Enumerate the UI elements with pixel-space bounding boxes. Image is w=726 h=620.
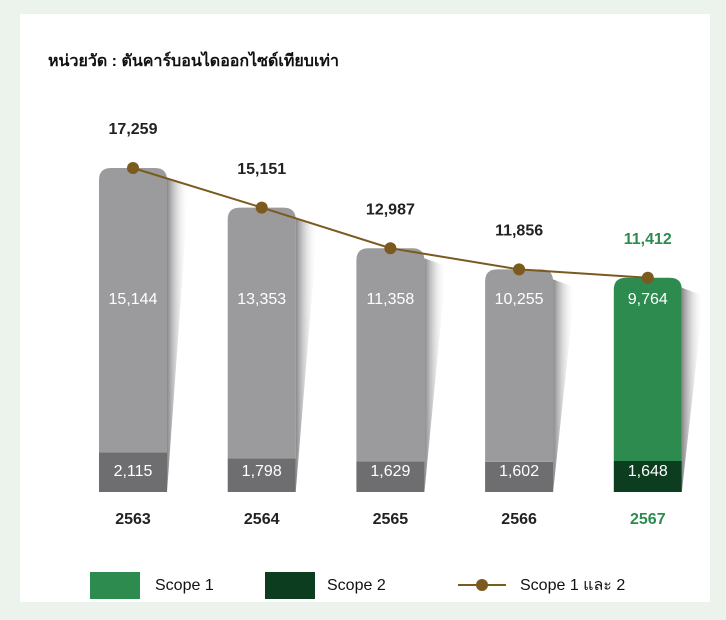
segment-label: 11,358 xyxy=(367,291,415,308)
segment-label: 13,353 xyxy=(237,291,286,308)
total-label: 11,412 xyxy=(624,231,672,248)
bar-segment xyxy=(356,461,425,492)
total-point xyxy=(384,242,397,255)
bar-segment xyxy=(356,248,425,462)
segment-label: 1,648 xyxy=(628,463,668,480)
bar-shadow xyxy=(167,178,189,492)
segment-label: 15,144 xyxy=(109,291,158,308)
chart-title: หน่วยวัด : ตันคาร์บอนไดออกไซด์เทียบเท่า xyxy=(48,51,339,70)
legend-label: Scope 2 xyxy=(327,577,386,594)
x-tick-label: 2564 xyxy=(244,511,280,528)
bar-segment xyxy=(613,277,682,462)
total-label: 12,987 xyxy=(366,201,415,218)
legend-swatch xyxy=(265,572,315,599)
segment-label: 10,255 xyxy=(495,291,544,308)
bar-segment xyxy=(485,461,554,492)
total-point xyxy=(127,162,139,174)
legend-dot xyxy=(476,579,488,591)
x-tick-label: 2563 xyxy=(115,511,151,528)
legend-label: Scope 1 xyxy=(155,577,214,594)
bar-segment xyxy=(99,452,167,492)
x-tick-label: 2567 xyxy=(630,511,666,528)
bar-segment xyxy=(227,458,296,492)
segment-label: 2,115 xyxy=(114,463,153,480)
bar-shadow xyxy=(295,217,318,492)
legend-swatch xyxy=(90,572,140,599)
bar-segment xyxy=(613,461,682,492)
x-tick-label: 2566 xyxy=(501,511,537,528)
bar-segment xyxy=(99,168,167,453)
segment-label: 9,764 xyxy=(628,291,668,308)
bar-shadow xyxy=(553,279,576,492)
segment-label: 1,798 xyxy=(242,463,282,480)
total-point xyxy=(641,271,654,284)
segment-label: 1,629 xyxy=(370,463,410,480)
segment-label: 1,602 xyxy=(499,463,539,480)
bar-shadow xyxy=(681,287,704,492)
total-label: 15,151 xyxy=(237,161,286,178)
bar-shadow xyxy=(424,258,447,492)
bar-segment xyxy=(485,269,554,462)
total-label: 11,856 xyxy=(495,223,543,240)
legend-label: Scope 1 และ 2 xyxy=(520,577,625,594)
bar-segment xyxy=(227,207,296,459)
x-tick-label: 2565 xyxy=(373,511,409,528)
total-point xyxy=(513,263,526,276)
total-label: 17,259 xyxy=(109,121,158,138)
total-point xyxy=(255,201,268,214)
